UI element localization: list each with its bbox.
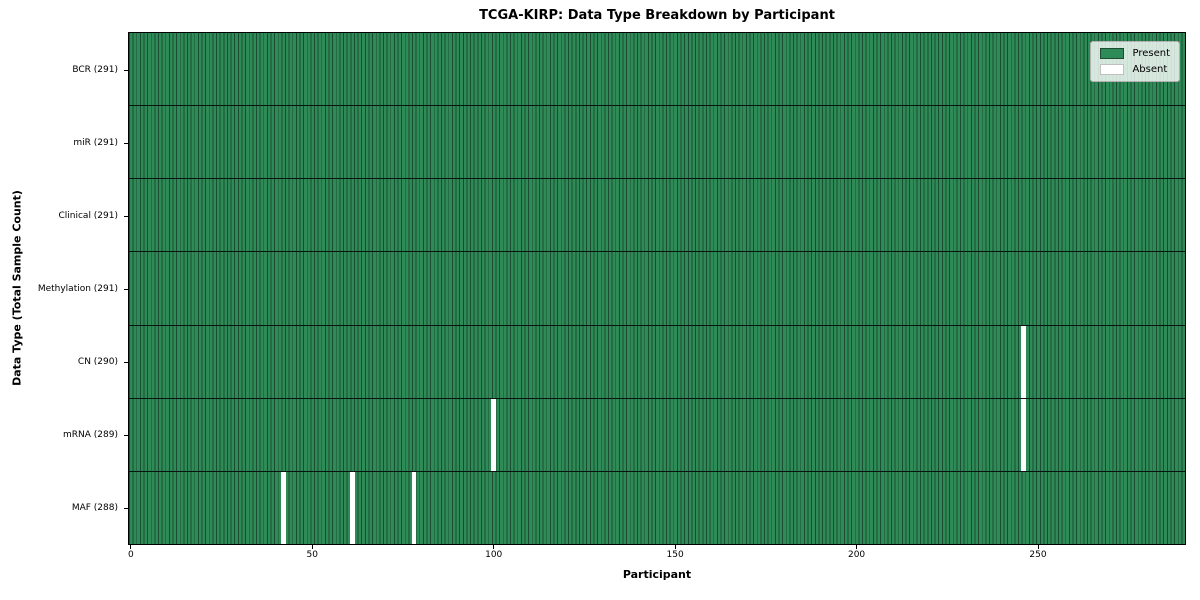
x-tick-label-200: 200: [847, 550, 866, 560]
y-tick-label-cn: CN (290): [77, 356, 118, 367]
x-tick-mark-200: [856, 545, 858, 549]
y-tick-label-mrna: mRNA (289): [63, 429, 118, 440]
row-cn: [129, 325, 1185, 399]
y-tick-label-clinical: Clinical (291): [58, 210, 118, 221]
absent-gap-maf-78: [411, 471, 417, 544]
legend-label-absent: Absent: [1132, 64, 1168, 75]
row-maf: [129, 471, 1185, 544]
legend: Present Absent: [1090, 41, 1180, 82]
y-tick-label-mir: miR (291): [73, 137, 118, 148]
y-tick-mark-mrna: [124, 434, 128, 436]
present-swatch-icon: [1100, 48, 1125, 59]
absent-gap-maf-42: [280, 471, 286, 544]
x-tick-label-150: 150: [666, 550, 684, 560]
row-methylation: [129, 252, 1185, 326]
absent-gap-cn-246: [1021, 325, 1026, 398]
y-tick-mark-maf: [124, 507, 128, 509]
heatmap-rows: [129, 33, 1185, 544]
x-tick-mark-250: [1037, 545, 1039, 549]
row-mir: [129, 106, 1185, 180]
legend-item-absent: Absent: [1100, 64, 1170, 75]
y-tick-label-methylation: Methylation (291): [37, 283, 118, 294]
y-tick-mark-cn: [124, 361, 128, 363]
x-tick-label-0: 0: [127, 550, 134, 560]
absent-gap-mrna-100: [491, 398, 497, 471]
x-tick-label-250: 250: [1029, 550, 1047, 560]
x-tick-label-100: 100: [485, 550, 503, 560]
y-tick-mark-clinical: [124, 215, 128, 217]
x-tick-mark-150: [674, 545, 676, 549]
absent-swatch-icon: [1100, 64, 1125, 75]
legend-item-present: Present: [1100, 48, 1170, 59]
absent-gap-maf-61: [349, 471, 355, 544]
y-tick-mark-mir: [124, 142, 128, 144]
y-tick-label-maf: MAF (288): [71, 502, 118, 513]
y-tick-mark-methylation: [124, 288, 128, 290]
row-clinical: [129, 179, 1185, 253]
chart-title: TCGA-KIRP: Data Type Breakdown by Partic…: [479, 8, 835, 23]
row-bcr: [129, 33, 1185, 107]
legend-label-present: Present: [1132, 48, 1170, 59]
x-axis-label: Participant: [622, 568, 692, 581]
x-tick-mark-0: [130, 545, 132, 549]
x-tick-mark-100: [493, 545, 495, 549]
x-tick-mark-50: [311, 545, 313, 549]
x-axis-ticks: 0 50 100 150 200 250: [127, 545, 1185, 565]
row-mrna: [129, 398, 1185, 472]
y-axis-ticks: BCR (291) miR (291) Clinical (291) Methylat…: [0, 33, 128, 544]
x-tick-label-50: 50: [306, 550, 318, 560]
plot-area: Present Absent: [128, 32, 1186, 545]
y-tick-mark-bcr: [124, 69, 128, 71]
absent-gap-mrna-246: [1021, 398, 1026, 471]
y-tick-label-bcr: BCR (291): [72, 64, 118, 75]
